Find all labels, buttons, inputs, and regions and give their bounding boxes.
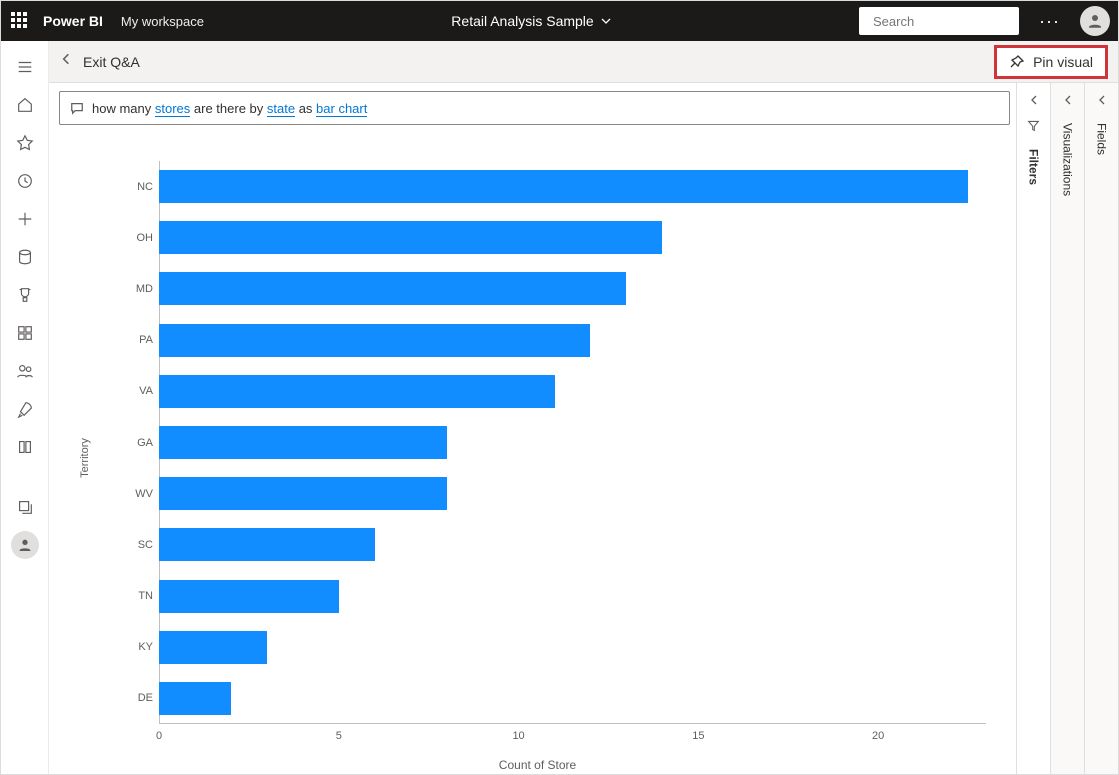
bar-label-nc: NC	[119, 181, 153, 193]
qna-text-segment: are there by	[190, 101, 267, 116]
report-title-label: Retail Analysis Sample	[451, 13, 593, 29]
x-tick-label: 5	[336, 730, 342, 742]
chevron-left-icon	[1062, 93, 1074, 109]
nav-shared[interactable]	[5, 353, 45, 389]
bar-label-md: MD	[119, 283, 153, 295]
nav-datasets[interactable]	[5, 239, 45, 275]
y-axis-title: Territory	[79, 438, 91, 478]
global-search[interactable]	[859, 7, 1019, 35]
qna-text-segment: as	[295, 101, 316, 116]
left-nav-rail	[1, 41, 49, 774]
database-icon	[16, 248, 34, 266]
bar-ky[interactable]	[159, 631, 267, 664]
nav-favorites[interactable]	[5, 125, 45, 161]
bar-nc[interactable]	[159, 170, 968, 203]
x-tick-label: 15	[692, 730, 704, 742]
bar-pa[interactable]	[159, 324, 590, 357]
exit-qna-button[interactable]: Exit Q&A	[59, 52, 140, 71]
grid-icon	[16, 324, 34, 342]
filter-icon	[1027, 119, 1040, 135]
visualizations-pane-label: Visualizations	[1061, 123, 1075, 196]
person-icon	[17, 537, 33, 553]
bar-chart-visual[interactable]: Territory 0 5 10 15 20 NC OH MD PA VA GA WV SC TN KY DE…	[69, 141, 1006, 774]
plus-icon	[16, 210, 34, 228]
qna-token-barchart: bar chart	[316, 101, 367, 117]
bar-label-tn: TN	[119, 590, 153, 602]
x-tick-label: 0	[156, 730, 162, 742]
bar-label-va: VA	[119, 385, 153, 397]
people-icon	[16, 362, 34, 380]
bar-md[interactable]	[159, 272, 626, 305]
fields-pane-collapsed[interactable]: Fields	[1084, 83, 1118, 774]
exit-qna-label: Exit Q&A	[83, 54, 140, 70]
chevron-left-icon	[1028, 93, 1040, 109]
fields-pane-label: Fields	[1095, 123, 1109, 155]
chevron-left-icon	[59, 52, 73, 71]
bar-tn[interactable]	[159, 580, 339, 613]
nav-learn[interactable]	[5, 429, 45, 465]
bar-label-sc: SC	[119, 539, 153, 551]
bar-wv[interactable]	[159, 477, 447, 510]
nav-menu-toggle[interactable]	[5, 49, 45, 85]
hamburger-icon	[16, 58, 34, 76]
more-options-button[interactable]: ···	[1029, 11, 1070, 32]
bar-sc[interactable]	[159, 528, 375, 561]
bar-ga[interactable]	[159, 426, 447, 459]
filters-pane-collapsed[interactable]: Filters	[1016, 83, 1050, 774]
chart-plot-area: 05101520NCOHMDPAVAGAWVSCTNKYDE	[119, 161, 986, 724]
star-icon	[16, 134, 34, 152]
chevron-left-icon	[1096, 93, 1108, 109]
bar-de[interactable]	[159, 682, 231, 715]
visualizations-pane-collapsed[interactable]: Visualizations	[1050, 83, 1084, 774]
nav-recent[interactable]	[5, 163, 45, 199]
chevron-down-icon	[600, 15, 612, 27]
qna-question-box[interactable]: how many stores are there by state as ba…	[59, 91, 1010, 125]
workspace-breadcrumb[interactable]: My workspace	[121, 14, 204, 29]
qna-question-text: how many stores are there by state as ba…	[92, 101, 367, 116]
app-launcher-icon[interactable]	[11, 12, 29, 30]
qna-token-stores: stores	[155, 101, 190, 117]
global-search-input[interactable]	[873, 14, 1049, 29]
qna-token-state: state	[267, 101, 295, 117]
book-icon	[16, 438, 34, 456]
clock-icon	[16, 172, 34, 190]
chat-icon	[70, 101, 84, 115]
bar-oh[interactable]	[159, 221, 662, 254]
report-title-dropdown[interactable]: Retail Analysis Sample	[214, 13, 849, 29]
pin-icon	[1009, 54, 1025, 70]
bar-label-wv: WV	[119, 488, 153, 500]
qna-text-segment: how many	[92, 101, 155, 116]
person-icon	[1086, 12, 1104, 30]
user-avatar[interactable]	[1080, 6, 1110, 36]
nav-apps[interactable]	[5, 315, 45, 351]
nav-home[interactable]	[5, 87, 45, 123]
nav-create[interactable]	[5, 201, 45, 237]
nav-deploy[interactable]	[5, 391, 45, 427]
trophy-icon	[16, 286, 34, 304]
nav-my-workspace[interactable]	[11, 531, 39, 559]
pin-visual-label: Pin visual	[1033, 54, 1093, 70]
bar-label-ga: GA	[119, 437, 153, 449]
x-tick-label: 10	[512, 730, 524, 742]
stack-icon	[16, 498, 34, 516]
filters-pane-label: Filters	[1027, 149, 1041, 185]
x-axis-title: Count of Store	[499, 758, 576, 772]
home-icon	[16, 96, 34, 114]
rocket-icon	[16, 400, 34, 418]
bar-va[interactable]	[159, 375, 555, 408]
bar-label-de: DE	[119, 692, 153, 704]
brand-label: Power BI	[43, 13, 103, 29]
bar-label-ky: KY	[119, 641, 153, 653]
bar-label-pa: PA	[119, 334, 153, 346]
nav-goals[interactable]	[5, 277, 45, 313]
nav-workspaces[interactable]	[5, 489, 45, 525]
x-tick-label: 20	[872, 730, 884, 742]
bar-label-oh: OH	[119, 232, 153, 244]
pin-visual-button[interactable]: Pin visual	[994, 45, 1108, 79]
